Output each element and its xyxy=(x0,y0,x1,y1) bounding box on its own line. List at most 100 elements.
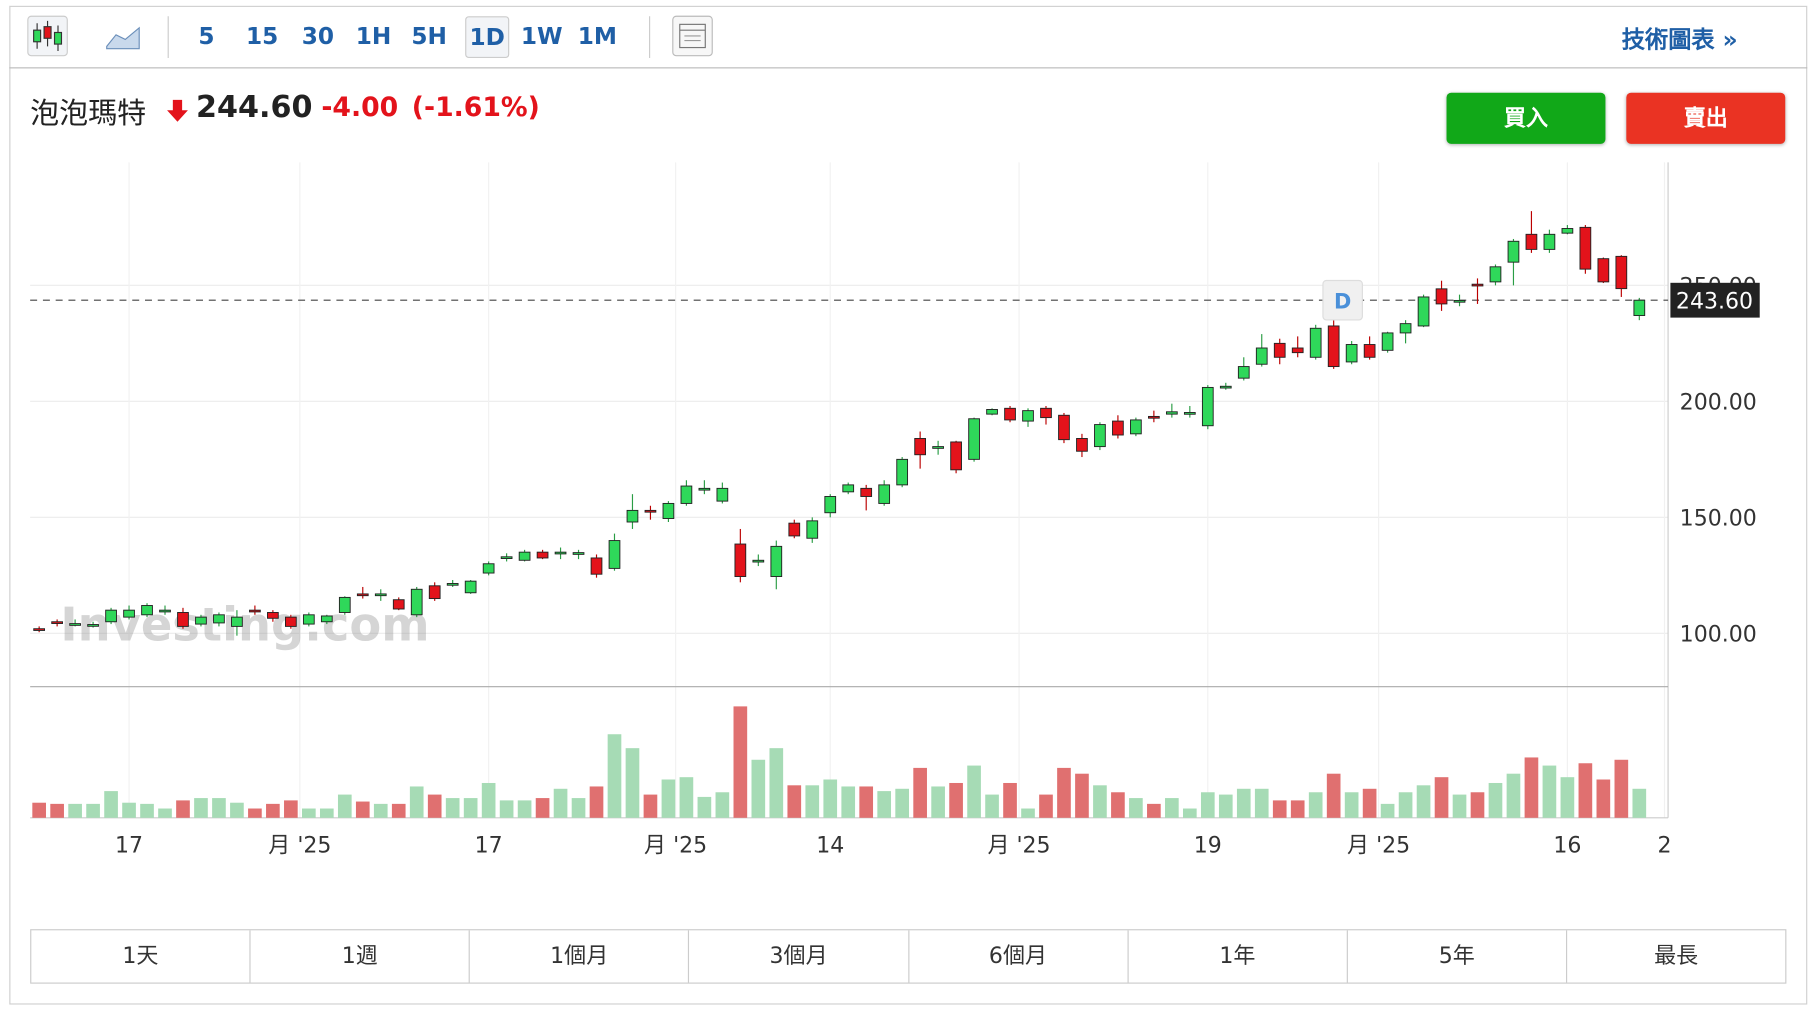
candle-body xyxy=(734,543,747,577)
x-tick-label: 月 '25 xyxy=(268,834,331,859)
candle-body xyxy=(644,509,657,513)
range-button[interactable]: 1個月 xyxy=(468,930,688,983)
volume-bar xyxy=(1003,782,1017,818)
volume-bar xyxy=(248,808,262,818)
interval-button[interactable]: 1D xyxy=(465,16,510,59)
candle-body xyxy=(302,614,315,625)
volume-bar xyxy=(859,786,874,818)
volume-bar xyxy=(1021,808,1035,818)
volume-bar xyxy=(1236,788,1251,818)
range-button[interactable]: 3個月 xyxy=(688,930,907,983)
interval-button[interactable]: 1H xyxy=(355,22,392,50)
volume-bar xyxy=(1344,792,1359,818)
volume-bar xyxy=(985,794,999,818)
x-tick-label: 2 xyxy=(1657,834,1671,859)
interval-button[interactable]: 1M xyxy=(577,22,618,50)
candle-body xyxy=(1165,411,1178,415)
interval-button[interactable]: 30 xyxy=(301,22,334,50)
sell-button[interactable]: 賣出 xyxy=(1626,92,1786,144)
x-tick-label: 17 xyxy=(475,834,503,859)
interval-button[interactable]: 5 xyxy=(198,22,215,50)
change-pct: (-1.61%) xyxy=(411,92,540,123)
candle-body xyxy=(1615,255,1628,290)
volume-bar xyxy=(1326,773,1341,818)
volume-bar xyxy=(1075,773,1089,818)
volume-bar xyxy=(1470,792,1485,818)
volume-bar xyxy=(571,798,586,818)
volume-bar xyxy=(355,801,370,818)
volume-bar xyxy=(769,748,784,818)
candle-body xyxy=(1399,323,1412,334)
candle-body xyxy=(824,496,837,514)
volume-bar xyxy=(1524,757,1539,818)
volume-bar xyxy=(1165,798,1179,818)
range-button[interactable]: 1年 xyxy=(1127,930,1346,983)
volume-bar xyxy=(212,798,226,818)
candle-body xyxy=(1094,424,1106,448)
volume-bar xyxy=(589,786,604,818)
interval-button[interactable]: 5H xyxy=(411,22,447,50)
candle-body xyxy=(590,557,603,575)
volume-bar xyxy=(499,800,514,818)
candle-body xyxy=(464,580,477,594)
candle-body xyxy=(1201,386,1214,427)
volume-bar xyxy=(1272,800,1287,818)
candle-body xyxy=(1076,438,1088,452)
range-button[interactable]: 最長 xyxy=(1565,930,1785,983)
line-icon[interactable] xyxy=(106,26,140,50)
buy-button[interactable]: 買入 xyxy=(1446,92,1606,144)
candle-body xyxy=(123,609,135,618)
candle-body xyxy=(752,559,765,563)
candle-body xyxy=(1597,258,1610,283)
volume-bar xyxy=(409,786,424,818)
down-arrow xyxy=(167,99,188,122)
interval-button[interactable]: 15 xyxy=(246,22,279,50)
range-button[interactable]: 6個月 xyxy=(907,930,1127,983)
tech-chart-link[interactable]: 技術圖表 » xyxy=(1621,25,1738,54)
range-button[interactable]: 5年 xyxy=(1346,930,1565,983)
candle-body xyxy=(1022,410,1034,422)
volume-bar xyxy=(1614,759,1629,818)
candle-body xyxy=(69,623,81,626)
volume-bar xyxy=(463,798,478,818)
volume-bar xyxy=(319,808,334,818)
candle-body xyxy=(1058,414,1070,441)
candle-body xyxy=(267,612,279,619)
last-price-box xyxy=(1670,282,1760,318)
candle-body xyxy=(1273,342,1286,358)
volume-bar xyxy=(86,803,100,818)
x-tick-label: 19 xyxy=(1194,834,1222,859)
volume-bar xyxy=(697,796,712,818)
interval-button[interactable]: 1W xyxy=(520,22,563,50)
x-tick-label: 月 '25 xyxy=(644,834,707,859)
candle-body xyxy=(1148,415,1160,419)
volume-bar xyxy=(302,808,316,818)
candle-body xyxy=(105,609,117,623)
volume-bar xyxy=(1380,803,1395,818)
volume-bar xyxy=(194,798,208,818)
candle-body xyxy=(896,458,909,486)
candle-body xyxy=(1435,288,1448,305)
volume-bar xyxy=(1147,803,1161,818)
volume-bar xyxy=(104,791,118,818)
volume-bar xyxy=(895,788,909,818)
candle-body xyxy=(1183,412,1196,415)
volume-bar xyxy=(1560,777,1575,818)
candle-body xyxy=(860,487,873,497)
candle-body xyxy=(1471,283,1484,287)
range-button[interactable]: 1週 xyxy=(249,930,469,983)
volume-bar xyxy=(841,786,856,818)
y-tick-label: 200.00 xyxy=(1680,390,1757,415)
y-tick-label: 150.00 xyxy=(1680,506,1757,531)
range-button[interactable]: 1天 xyxy=(122,943,159,969)
volume-bar xyxy=(1200,792,1215,818)
volume-bar xyxy=(1416,785,1431,818)
volume-bar xyxy=(284,800,298,818)
x-tick-label: 月 '25 xyxy=(1347,834,1410,859)
frame xyxy=(9,5,1808,1005)
volume-bar xyxy=(266,803,280,818)
candle-body xyxy=(159,609,171,613)
candle-body xyxy=(788,522,801,537)
candle-body xyxy=(554,551,567,555)
